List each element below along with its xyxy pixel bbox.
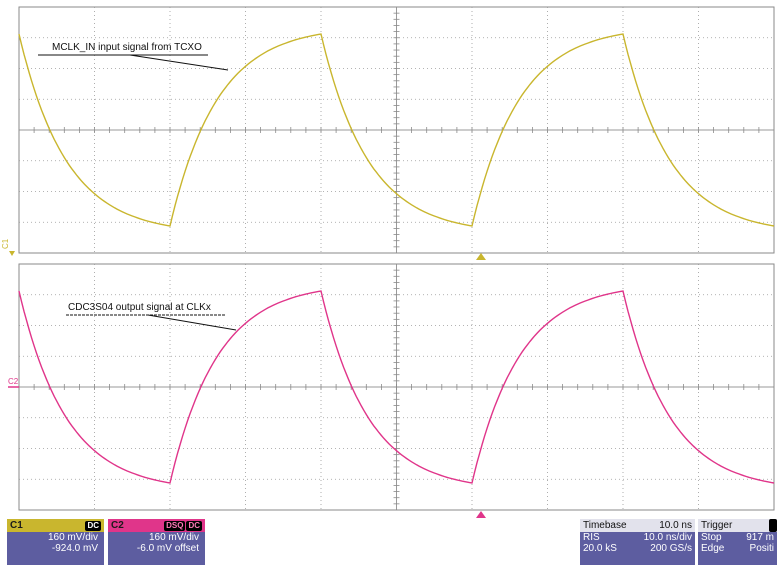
c1-offset: -924.0 mV (51, 543, 98, 554)
timebase-samples: 20.0 kS (583, 543, 617, 554)
c2-scale: 160 mV/div (148, 532, 199, 543)
timebase-row-1: RIS 10.0 ns/div (580, 532, 695, 543)
timebase-label: Timebase (583, 520, 627, 531)
timebase-value: 10.0 ns (659, 520, 692, 531)
c2-trigger-marker-icon (476, 511, 486, 518)
trigger-state: Stop (701, 532, 722, 543)
c1-grid (18, 6, 775, 254)
timebase-panel[interactable]: Timebase 10.0 ns RIS 10.0 ns/div 20.0 kS… (580, 519, 695, 565)
timebase-scale: 10.0 ns/div (643, 532, 692, 543)
c2-annotation-leader (147, 314, 237, 331)
c1-trigger-marker-icon (476, 253, 486, 260)
c2-status-header: C2 DSQ DC (108, 519, 205, 532)
trigger-type: Edge (701, 543, 725, 554)
c1-trace (18, 33, 775, 227)
c2-offset: -6.0 mV offset (136, 543, 199, 554)
c1-coupling-badge: DC (85, 520, 101, 531)
c1-scale: 160 mV/div (47, 532, 98, 543)
oscilloscope-display: MCLK_IN input signal from TCXO CDC3S04 o… (1, 6, 775, 518)
c2-trace (18, 290, 775, 484)
timebase-header: Timebase 10.0 ns (580, 519, 695, 532)
c1-annotation-leader (129, 54, 229, 71)
c1-ground-marker-icon (9, 251, 15, 256)
c2-channel-label: C2 (8, 377, 19, 386)
timebase-row-2: 20.0 kS 200 GS/s (580, 543, 695, 554)
c2-annotation: CDC3S04 output signal at CLKx (68, 302, 211, 313)
c1-annotation: MCLK_IN input signal from TCXO (52, 42, 202, 53)
c2-status-panel[interactable]: C2 DSQ DC 160 mV/div -6.0 mV offset (108, 519, 205, 565)
trigger-panel[interactable]: Trigger Stop 917 m Edge Positi (698, 519, 777, 565)
c2-gridlines (18, 263, 775, 511)
c1-gridlines (18, 6, 775, 254)
trigger-slope: Positi (749, 543, 774, 554)
trigger-row-2: Edge Positi (698, 543, 777, 554)
c2-status-label: C2 (111, 520, 124, 531)
c2-coupling-badge: DC (186, 520, 202, 531)
timebase-mode: RIS (583, 532, 600, 543)
trigger-header: Trigger (698, 519, 777, 532)
trigger-row-1: Stop 917 m (698, 532, 777, 543)
timebase-rate: 200 GS/s (650, 543, 692, 554)
c1-status-header: C1 DC (7, 519, 104, 532)
c1-status-panel[interactable]: C1 DC 160 mV/div -924.0 mV (7, 519, 104, 565)
c1-status-label: C1 (10, 520, 23, 531)
trigger-level: 917 m (746, 532, 774, 543)
c1-channel-label: C1 (1, 238, 10, 249)
trigger-label: Trigger (701, 520, 733, 531)
c2-dsq-badge: DSQ (164, 520, 186, 531)
trigger-badge-icon (768, 519, 777, 532)
